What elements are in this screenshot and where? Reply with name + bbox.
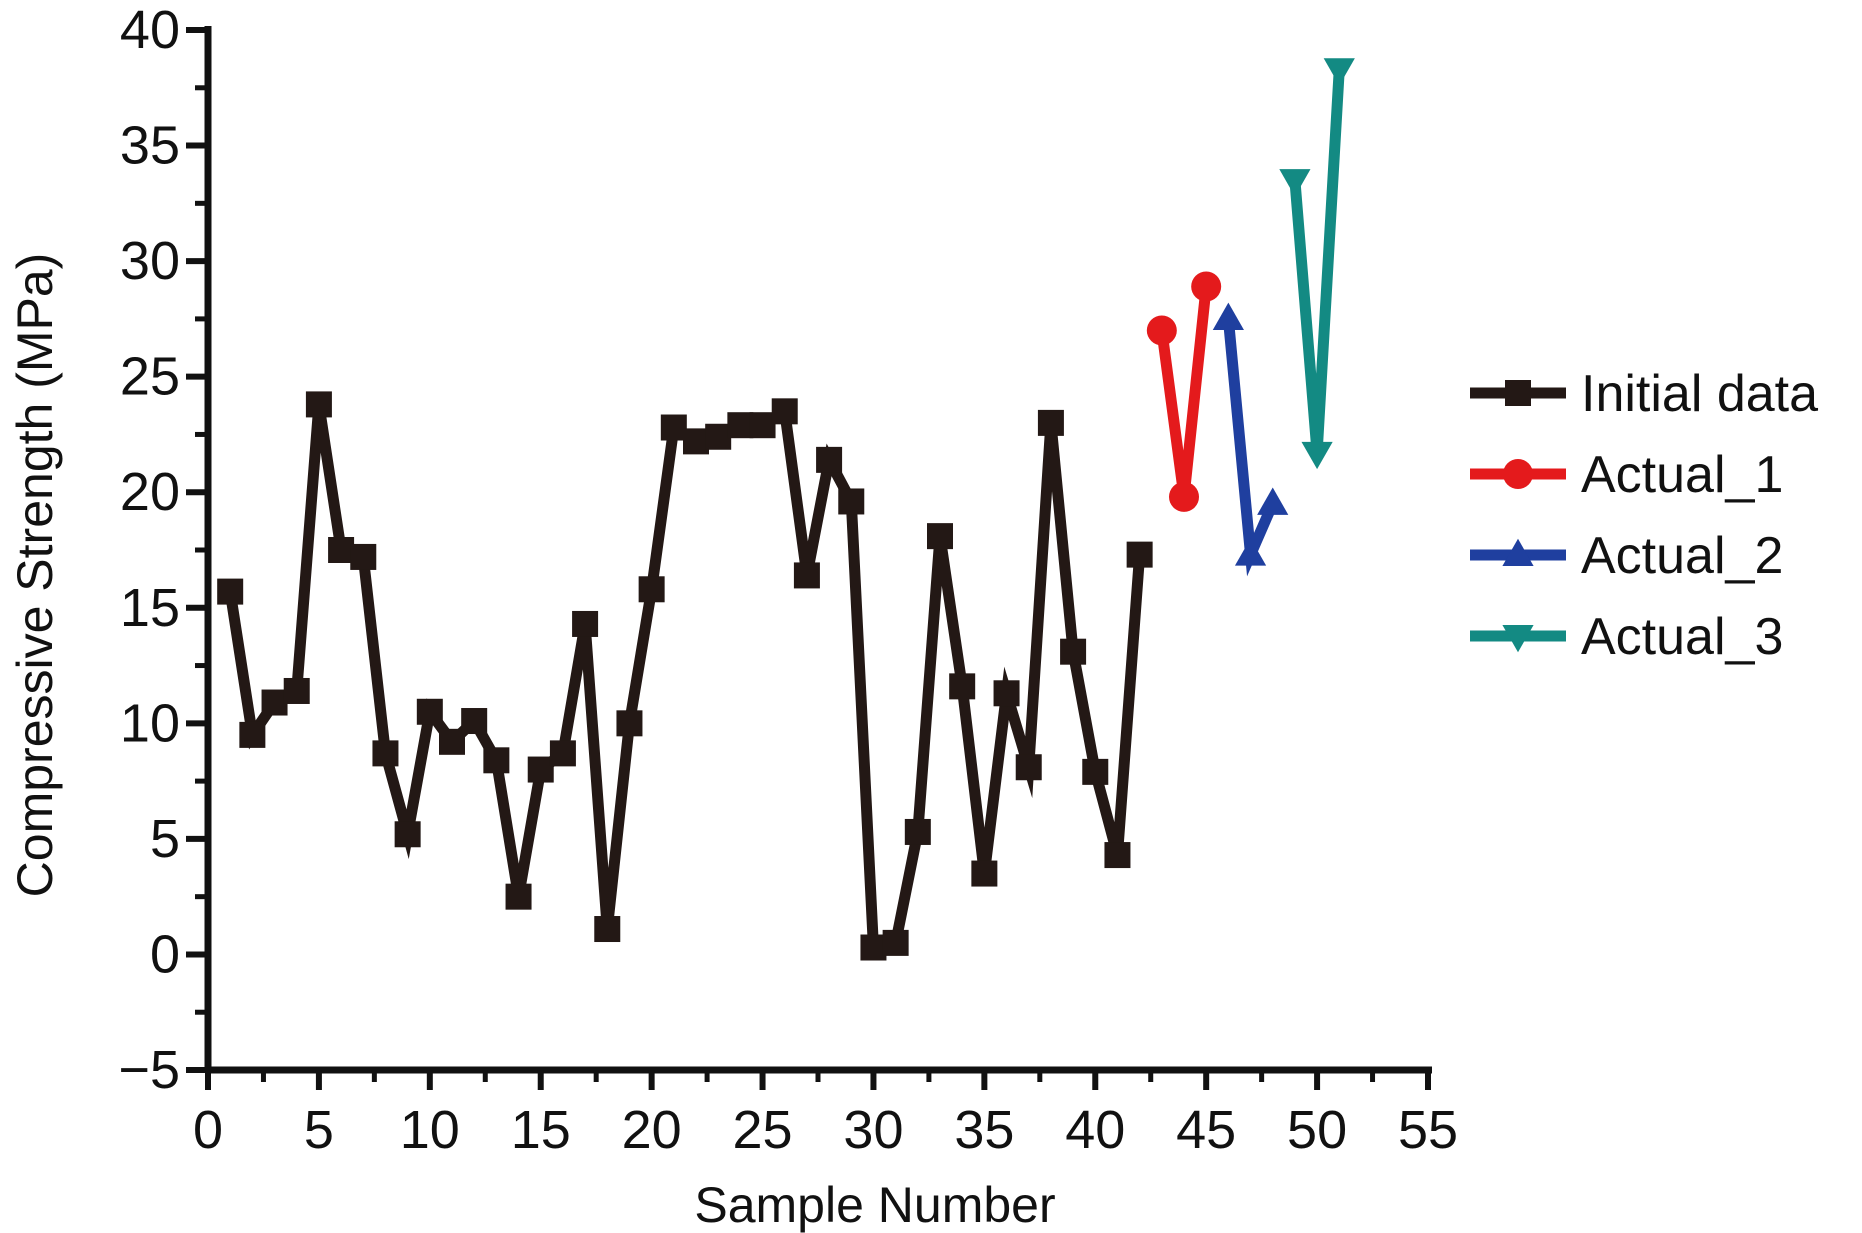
data-point xyxy=(594,916,621,943)
legend-swatch-marker xyxy=(1502,624,1534,653)
x-tick-label: 5 xyxy=(304,1100,334,1160)
legend: Initial data Actual_1 Actual_2 Actual_3 xyxy=(1470,365,1818,666)
x-tick-label: 40 xyxy=(1065,1100,1125,1160)
legend-label: Actual_2 xyxy=(1581,527,1783,585)
data-point xyxy=(283,677,310,704)
data-point xyxy=(860,934,887,961)
legend-item: Initial data xyxy=(1470,365,1818,423)
y-tick-label: 10 xyxy=(120,693,180,753)
data-point xyxy=(372,740,399,767)
y-tick-label: −5 xyxy=(118,1040,180,1100)
data-point xyxy=(1082,758,1109,785)
data-point xyxy=(439,728,465,755)
data-point xyxy=(838,488,865,515)
data-point xyxy=(1279,169,1311,197)
x-axis-label: Sample Number xyxy=(694,1177,1055,1233)
x-tick-label: 20 xyxy=(622,1100,682,1160)
y-tick-label: 40 xyxy=(120,0,180,60)
data-point xyxy=(816,446,843,473)
data-point xyxy=(1037,409,1064,436)
data-point xyxy=(416,698,443,725)
x-tick-label: 45 xyxy=(1176,1100,1236,1160)
data-point xyxy=(394,821,421,848)
data-point xyxy=(882,929,909,956)
data-point xyxy=(638,576,665,603)
data-point xyxy=(350,543,377,570)
y-tick-label: 25 xyxy=(120,347,180,407)
series-line xyxy=(1289,68,1345,454)
data-point xyxy=(993,680,1020,707)
series-actual-3 xyxy=(1279,58,1355,470)
data-point xyxy=(904,818,931,845)
data-point xyxy=(1234,538,1267,566)
legend-swatch-marker xyxy=(1505,380,1531,406)
data-point xyxy=(328,537,355,563)
x-tick-label: 25 xyxy=(733,1100,793,1160)
y-tick-label: 15 xyxy=(120,578,180,638)
data-point xyxy=(527,756,554,783)
y-tick-label: 0 xyxy=(150,924,180,984)
x-tick-label: 30 xyxy=(843,1100,903,1160)
data-point xyxy=(217,578,244,605)
y-tick-label: 30 xyxy=(120,231,180,291)
data-point xyxy=(705,423,732,450)
data-point xyxy=(1191,271,1222,302)
data-point xyxy=(971,860,998,887)
x-tick-label: 15 xyxy=(511,1100,571,1160)
x-tick-label: 55 xyxy=(1398,1100,1458,1160)
legend-label: Actual_1 xyxy=(1581,446,1783,504)
series-line xyxy=(1222,318,1278,577)
x-tick-label: 10 xyxy=(400,1100,460,1160)
x-tick-label: 35 xyxy=(954,1100,1014,1160)
y-tick-label: 35 xyxy=(120,116,180,176)
series-layer xyxy=(217,58,1355,961)
legend-item: Actual_3 xyxy=(1470,608,1783,666)
data-point xyxy=(949,673,976,700)
x-tick-label: 50 xyxy=(1287,1100,1347,1160)
data-point xyxy=(239,721,266,748)
data-point xyxy=(771,398,798,425)
legend-item: Actual_1 xyxy=(1470,446,1783,504)
data-point xyxy=(483,747,510,774)
data-point xyxy=(1301,441,1333,470)
data-point xyxy=(461,708,488,735)
data-point xyxy=(1212,302,1244,330)
data-point xyxy=(793,562,820,589)
data-point xyxy=(1015,754,1042,781)
series-initial-data xyxy=(217,391,1153,961)
data-point xyxy=(1146,315,1177,346)
data-point xyxy=(727,412,754,439)
data-point xyxy=(505,883,532,910)
legend-item: Actual_2 xyxy=(1470,527,1783,585)
data-point xyxy=(927,523,953,550)
y-axis-label: Compressive Strength (MPa) xyxy=(7,253,63,898)
data-point xyxy=(572,610,599,637)
data-point xyxy=(616,710,643,737)
data-point xyxy=(1257,487,1289,515)
legend-swatch-marker xyxy=(1502,538,1534,567)
data-point xyxy=(683,428,709,455)
data-point xyxy=(305,391,332,418)
y-tick-label: 5 xyxy=(150,809,180,869)
legend-label: Actual_3 xyxy=(1581,608,1783,666)
legend-swatch-marker xyxy=(1503,459,1533,489)
series-actual-2 xyxy=(1212,302,1289,577)
series-actual-1 xyxy=(1146,271,1222,512)
series-line xyxy=(224,402,1146,955)
data-point xyxy=(261,689,288,716)
data-point xyxy=(549,740,576,767)
data-point xyxy=(1323,58,1355,86)
legend-label: Initial data xyxy=(1581,365,1818,423)
data-point xyxy=(1169,481,1199,512)
data-point xyxy=(660,414,687,441)
data-point xyxy=(1104,842,1131,869)
y-tick-label: 20 xyxy=(120,462,180,522)
x-tick-label: 0 xyxy=(193,1100,223,1160)
data-point xyxy=(1126,541,1153,568)
data-point xyxy=(749,412,776,439)
data-point xyxy=(1060,638,1087,665)
